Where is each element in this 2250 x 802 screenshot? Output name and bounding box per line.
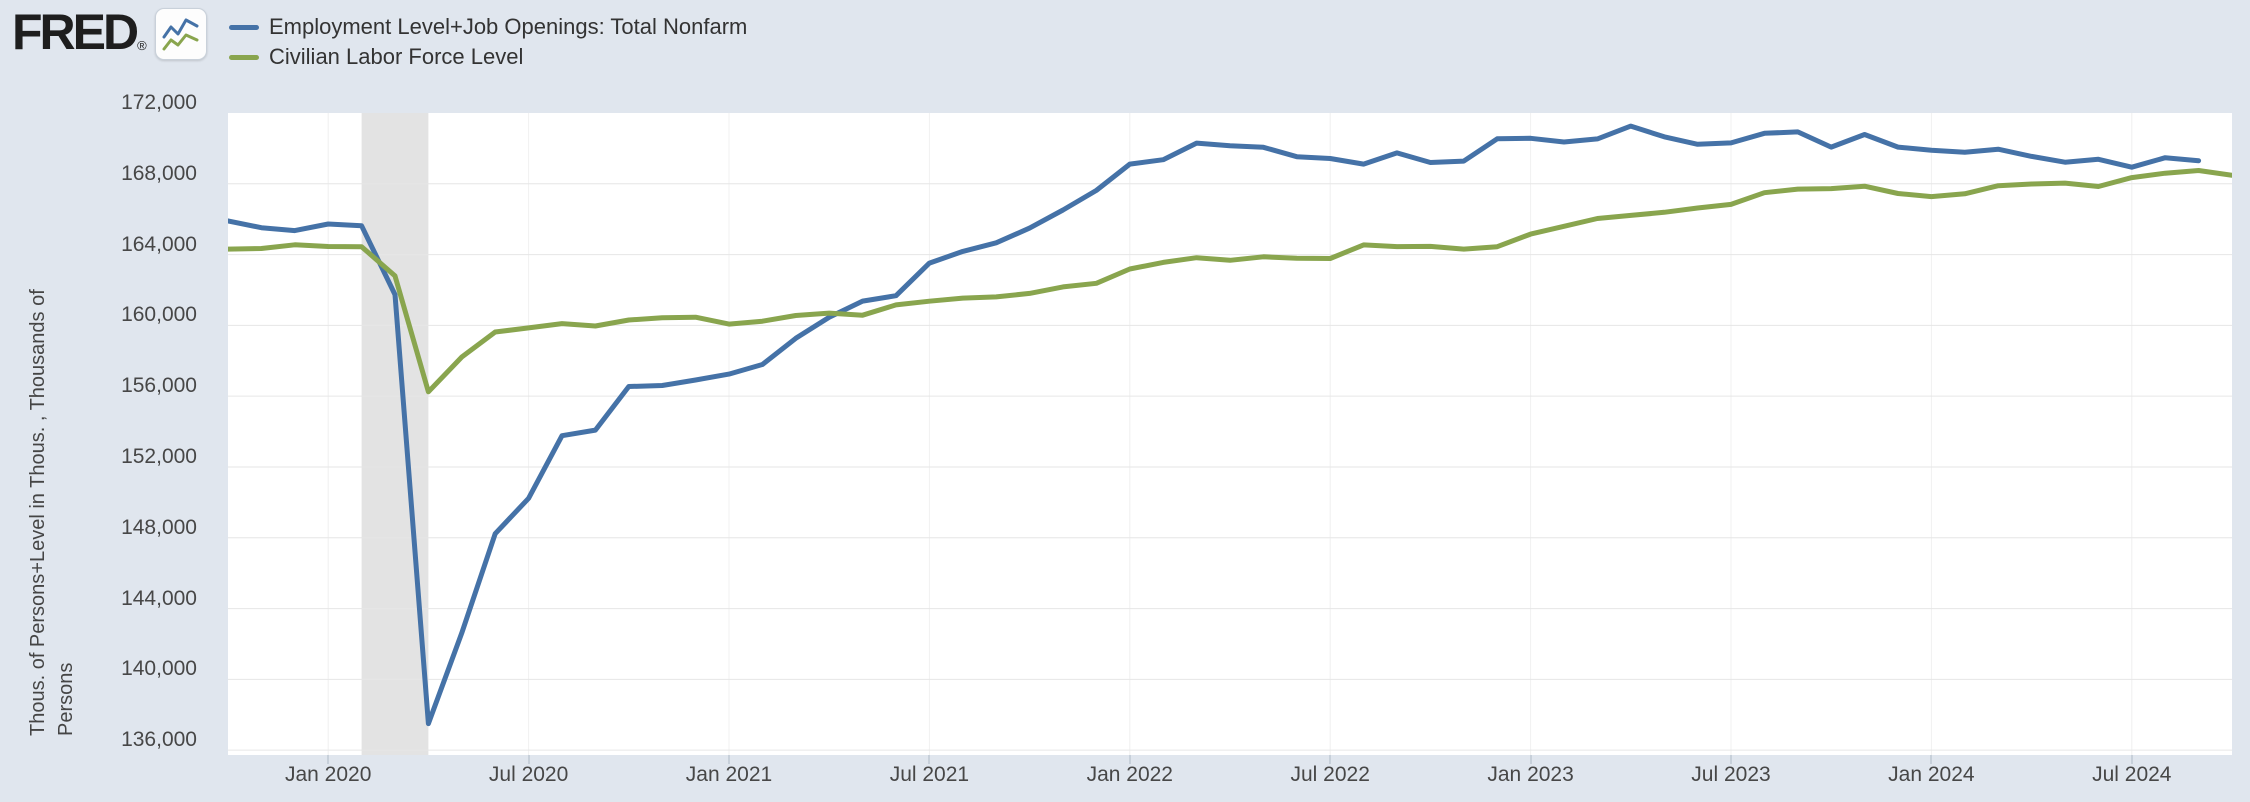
- y-tick-label: 148,000: [121, 515, 197, 539]
- legend-item-employment-plus-openings: Employment Level+Job Openings: Total Non…: [229, 14, 747, 40]
- x-tick-mark: [1930, 755, 1933, 764]
- series-line-employment-plus-openings: [228, 123, 2202, 727]
- x-tick-label: Jul 2021: [889, 763, 970, 786]
- x-tick-label: Jan 2024: [1888, 763, 1975, 786]
- y-tick-label: 168,000: [121, 161, 197, 185]
- y-tick-label: 160,000: [121, 303, 197, 327]
- registered-mark: ®: [137, 38, 147, 53]
- x-tick-mark: [2130, 755, 2133, 764]
- y-tick-label: 144,000: [121, 586, 197, 610]
- x-tick-label: Jul 2024: [2092, 763, 2172, 786]
- x-tick-label: Jan 2022: [1086, 763, 1173, 786]
- y-tick-label: 164,000: [121, 232, 197, 256]
- legend-swatch-green: [229, 54, 259, 60]
- x-tick-mark: [1730, 755, 1732, 764]
- plot-area: [228, 113, 2232, 755]
- y-tick-label: 140,000: [121, 657, 197, 681]
- x-tick-label: Jan 2023: [1487, 763, 1574, 786]
- x-tick-label: Jan 2021: [685, 763, 773, 786]
- y-tick-label: 172,000: [121, 91, 197, 114]
- x-tick-label: Jan 2020: [284, 763, 372, 786]
- legend-swatch-blue: [229, 24, 259, 30]
- legend-label: Civilian Labor Force Level: [269, 44, 524, 69]
- x-tick-label: Jul 2022: [1290, 763, 1370, 786]
- x-tick-mark: [1529, 755, 1532, 764]
- y-tick-label: 156,000: [121, 374, 197, 398]
- series-line-civilian-labor-force: [228, 168, 2232, 395]
- fred-wordmark: FRED: [12, 4, 139, 60]
- y-axis-title-line1: Thous. of Persons+Level in Thous. , Thou…: [27, 289, 49, 736]
- recession-band: [361, 113, 429, 755]
- y-tick-label: 152,000: [121, 444, 197, 468]
- plot-svg: [228, 113, 2232, 755]
- legend-item-civilian-labor-force: Civilian Labor Force Level: [229, 44, 523, 70]
- x-tick-label: Jul 2023: [1691, 763, 1771, 786]
- x-tick-mark: [1329, 755, 1332, 764]
- x-tick-mark: [1128, 755, 1131, 764]
- x-tick-mark: [327, 755, 330, 764]
- fred-sparkline-icon: [154, 8, 207, 60]
- legend-label: Employment Level+Job Openings: Total Non…: [269, 14, 748, 39]
- x-tick-mark: [527, 755, 530, 764]
- x-tick-mark: [728, 755, 730, 764]
- fred-logo[interactable]: FRED ®: [12, 4, 207, 60]
- x-tick-mark: [928, 755, 931, 764]
- x-tick-label: Jul 2020: [488, 763, 569, 786]
- y-tick-label: 136,000: [121, 728, 197, 752]
